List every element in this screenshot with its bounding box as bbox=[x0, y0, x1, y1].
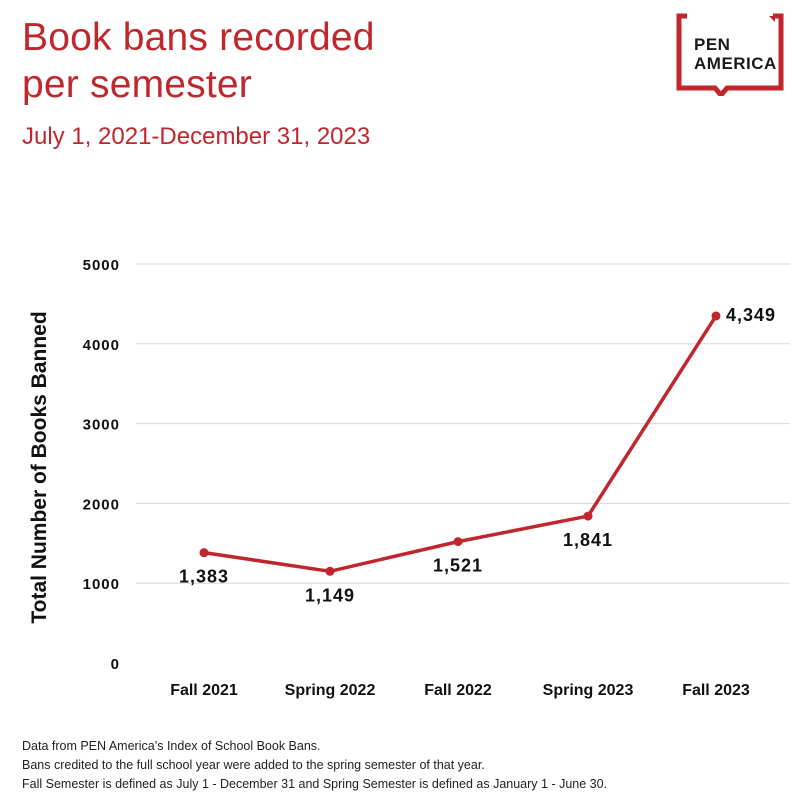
data-point-2 bbox=[453, 537, 463, 547]
y-tick-label-2000: 2000 bbox=[83, 496, 120, 513]
data-labels: 1,383 1,149 1,521 1,841 4,349 bbox=[179, 305, 776, 605]
data-label-3: 1,841 bbox=[563, 530, 613, 550]
line-chart: 0 1000 2000 3000 4000 5000 Fall 2021 Spring 20… bbox=[28, 257, 790, 699]
series-line bbox=[202, 314, 718, 574]
logo-text-pen: PEN bbox=[694, 35, 731, 54]
chart-subtitle: July 1, 2021-December 31, 2023 bbox=[22, 123, 371, 150]
logo-speech-bubble-icon bbox=[676, 13, 784, 99]
y-tick-label-1000: 1000 bbox=[83, 576, 120, 593]
x-axis-ticks: Fall 2021 Spring 2022 Fall 2022 Spring 2023… bbox=[170, 682, 750, 699]
data-label-1: 1,149 bbox=[305, 585, 355, 605]
data-point-0 bbox=[199, 548, 209, 558]
data-point-3 bbox=[583, 511, 593, 521]
y-axis-ticks: 0 1000 2000 3000 4000 5000 bbox=[83, 257, 120, 673]
data-point-4 bbox=[711, 311, 721, 321]
footnote-source: Data from PEN America’s Index of School … bbox=[22, 739, 321, 753]
x-tick-label-1: Spring 2022 bbox=[285, 682, 376, 699]
x-tick-label-4: Fall 2023 bbox=[682, 682, 750, 699]
grid-lines bbox=[136, 263, 790, 584]
chart-title-line-1: Book bans recorded bbox=[22, 16, 375, 59]
y-axis-label: Total Number of Books Banned bbox=[28, 311, 51, 623]
data-label-2: 1,521 bbox=[433, 556, 483, 576]
data-label-4: 4,349 bbox=[726, 305, 776, 325]
footnotes: Data from PEN America’s Index of School … bbox=[22, 737, 607, 794]
x-tick-label-2: Fall 2022 bbox=[424, 682, 492, 699]
chart-title-line-2: per semester bbox=[22, 63, 252, 106]
y-tick-label-0: 0 bbox=[111, 656, 120, 673]
footnote-school-year: Bans credited to the full school year we… bbox=[22, 758, 485, 772]
pen-america-logo: PEN AMERICA bbox=[675, 12, 785, 99]
data-points bbox=[199, 311, 721, 576]
x-tick-label-3: Spring 2023 bbox=[543, 682, 634, 699]
footnote-semester-definition: Fall Semester is defined as July 1 - Dec… bbox=[22, 777, 608, 791]
x-tick-label-0: Fall 2021 bbox=[170, 682, 238, 699]
data-label-0: 1,383 bbox=[179, 567, 229, 587]
y-tick-label-4000: 4000 bbox=[83, 337, 120, 354]
logo-text-america: AMERICA bbox=[694, 54, 777, 73]
chart-title: Book bans recorded per semester bbox=[22, 14, 375, 108]
y-tick-label-5000: 5000 bbox=[83, 257, 120, 274]
y-tick-label-3000: 3000 bbox=[83, 417, 120, 434]
data-point-1 bbox=[325, 566, 335, 576]
